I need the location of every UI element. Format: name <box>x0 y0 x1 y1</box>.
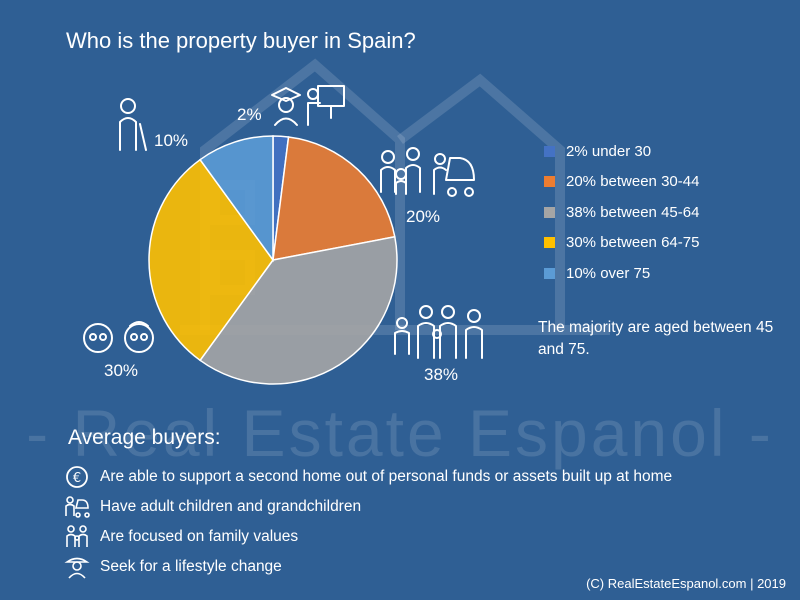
copyright: (C) RealEstateEspanol.com | 2019 <box>586 576 786 591</box>
slice-64-75 <box>148 158 274 362</box>
svg-text:€: € <box>73 471 81 486</box>
legend-item-64-75: 30% between 64-75 <box>544 228 699 259</box>
legend-label: 20% between 30-44 <box>566 173 700 191</box>
legend-label: 30% between 64-75 <box>566 234 700 252</box>
legend-item-over-75: 10% over 75 <box>544 258 699 289</box>
legend-label: 10% over 75 <box>566 264 651 282</box>
slice-30-44 <box>272 136 396 261</box>
watermark-text: - Real Estate Espanol - <box>26 396 774 470</box>
majority-note: The majority are aged between 45 and 75. <box>538 319 774 358</box>
family-large-icon <box>394 305 483 359</box>
legend-swatch <box>544 237 555 249</box>
legend-item-under-30: 2% under 30 <box>544 136 699 167</box>
traveler-icon <box>62 554 92 580</box>
slice-label-under-30: 2% <box>237 105 262 124</box>
slice-45-64 <box>199 235 398 385</box>
family-stroller-icon <box>62 494 92 520</box>
legend-swatch <box>544 267 555 279</box>
slice-label-64-75: 30% <box>104 361 139 380</box>
elderly-person-icon <box>119 98 147 151</box>
list-item-text: Have adult children and grandchildren <box>100 498 362 515</box>
legend-label: 38% between 45-64 <box>566 203 700 221</box>
list-item: € Are able to support a second home out … <box>62 462 672 492</box>
legend-item-30-44: 20% between 30-44 <box>544 167 699 198</box>
list-item-text: Are able to support a second home out of… <box>100 468 673 485</box>
buyers-list: € Are able to support a second home out … <box>62 462 672 582</box>
legend-label: 2% under 30 <box>566 142 652 160</box>
slice-label-30-44: 20% <box>406 207 441 226</box>
family-icon <box>62 524 92 550</box>
family-young-icon <box>380 147 475 197</box>
chart-title: Who is the property buyer in Spain? <box>66 28 416 53</box>
euro-coin-icon: € <box>62 464 92 490</box>
slice-label-over-75: 10% <box>154 131 189 150</box>
legend-item-45-64: 38% between 45-64 <box>544 197 699 228</box>
legend-swatch <box>544 206 555 218</box>
slice-label-45-64: 38% <box>424 365 459 384</box>
legend-swatch <box>544 176 555 188</box>
list-item: Have adult children and grandchildren <box>62 492 672 522</box>
list-item: Are focused on family values <box>62 522 672 552</box>
legend-swatch <box>544 145 555 157</box>
grandparents-icon <box>83 321 154 353</box>
list-item-text: Are focused on family values <box>100 528 299 545</box>
buyers-heading: Average buyers: <box>68 426 221 449</box>
graduate-teacher-icon <box>271 85 345 126</box>
slice-over-75 <box>199 135 274 263</box>
legend: 2% under 30 20% between 30-44 38% betwee… <box>544 136 699 289</box>
list-item: Seek for a lifestyle change <box>62 552 672 582</box>
list-item-text: Seek for a lifestyle change <box>100 558 282 575</box>
